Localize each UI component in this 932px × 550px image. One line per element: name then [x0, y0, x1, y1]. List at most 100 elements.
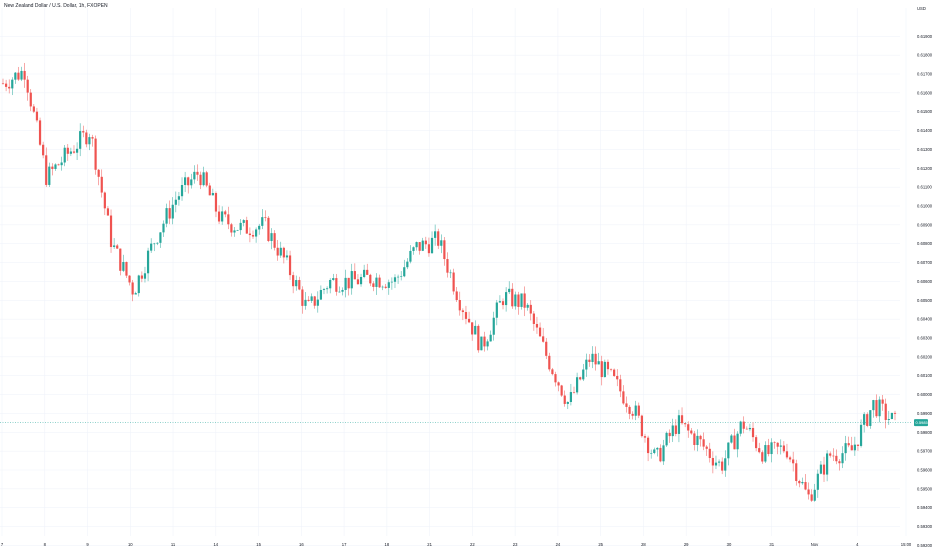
candle	[378, 274, 381, 289]
candle-body	[616, 375, 619, 380]
time-tick-label: 29	[684, 542, 689, 547]
candle-body	[366, 269, 369, 275]
candle-body	[233, 230, 236, 233]
candle	[714, 455, 718, 470]
candle-body	[430, 237, 434, 254]
candle-body	[184, 177, 187, 186]
candle-body	[116, 245, 119, 249]
chart-grid	[0, 8, 907, 546]
candle	[603, 359, 606, 378]
candle	[350, 263, 353, 295]
candle-body	[566, 401, 569, 404]
candle	[640, 414, 644, 438]
candle	[785, 443, 789, 460]
candle-body	[8, 86, 11, 89]
candle-body	[711, 457, 714, 466]
candle-body	[474, 325, 477, 335]
candle	[82, 125, 85, 138]
candle	[758, 442, 761, 454]
candle-body	[134, 293, 137, 295]
candle-body	[822, 464, 826, 475]
candle-body	[514, 294, 517, 307]
candle	[480, 336, 483, 351]
candle	[57, 163, 60, 166]
candle-body	[628, 406, 631, 414]
candle	[199, 171, 202, 190]
candle	[699, 434, 702, 447]
candle	[557, 381, 560, 392]
candle-body	[344, 277, 347, 290]
candle	[637, 402, 640, 419]
candle-body	[677, 415, 681, 434]
candle-body	[505, 292, 508, 306]
candle-body	[251, 235, 255, 237]
candle	[705, 445, 708, 456]
price-tick-label: 0.59200	[917, 543, 932, 548]
candle	[273, 230, 276, 251]
candle	[680, 407, 684, 425]
candle-body	[693, 433, 696, 446]
candle	[816, 469, 819, 498]
price-tick-label: 0.60200	[917, 354, 932, 359]
candle	[205, 170, 208, 188]
candle-body	[316, 299, 319, 306]
time-tick-label: 4	[856, 542, 859, 547]
candle-body	[733, 435, 736, 450]
candle	[486, 339, 489, 351]
candle-body	[705, 446, 708, 449]
price-tick-label: 0.60000	[917, 392, 932, 397]
candle-body	[856, 444, 860, 446]
candle-body	[557, 382, 560, 386]
candle	[424, 236, 427, 249]
candle-body	[606, 361, 610, 370]
candle	[150, 238, 153, 253]
candle-body	[288, 255, 292, 276]
candle	[532, 311, 535, 331]
candle	[393, 274, 397, 289]
time-tick-label: 7	[1, 542, 4, 547]
candle	[887, 410, 890, 425]
candle-body	[162, 223, 165, 233]
candle	[14, 72, 17, 84]
last-price-tag-label: 0.59851	[916, 420, 931, 425]
candle	[446, 252, 449, 278]
candle-body	[415, 242, 418, 248]
candle	[196, 164, 199, 181]
candle	[529, 300, 532, 321]
candle	[850, 436, 853, 451]
price-tick-label: 0.59900	[917, 411, 932, 416]
candle-body	[813, 489, 816, 501]
candle	[545, 338, 548, 360]
candle	[254, 227, 258, 243]
candle-body	[443, 240, 446, 260]
candle-body	[347, 277, 350, 289]
candle	[122, 254, 125, 273]
candle-body	[341, 289, 344, 292]
candle	[137, 274, 140, 297]
candle	[125, 261, 128, 279]
candle	[270, 228, 273, 250]
candle	[730, 434, 733, 444]
candle-body	[662, 445, 665, 462]
candle-body	[177, 196, 181, 200]
candle	[276, 239, 279, 261]
candle	[97, 169, 100, 186]
candle-body	[511, 288, 514, 307]
candle-body	[17, 72, 20, 80]
candle	[63, 144, 66, 167]
candle-body	[295, 280, 298, 287]
candle-body	[353, 271, 356, 280]
candle	[711, 451, 714, 474]
candle-body	[745, 428, 748, 430]
candle-body	[535, 323, 539, 328]
candle	[724, 450, 727, 477]
candle-body	[100, 176, 103, 193]
candle	[588, 354, 591, 367]
candle-body	[613, 369, 616, 376]
price-axis[interactable]: 0.61900 0.61800 0.61700 0.61600 0.61500 0.614…	[917, 34, 932, 548]
time-axis[interactable]: 7 8 9 10 11 14 15 16 17 18 21 22 23 24 25 28 29 30 31 Nov 4 1…	[1, 542, 912, 547]
candle-body	[600, 361, 603, 378]
time-tick-label: 8	[44, 542, 47, 547]
candle-body	[893, 412, 897, 414]
